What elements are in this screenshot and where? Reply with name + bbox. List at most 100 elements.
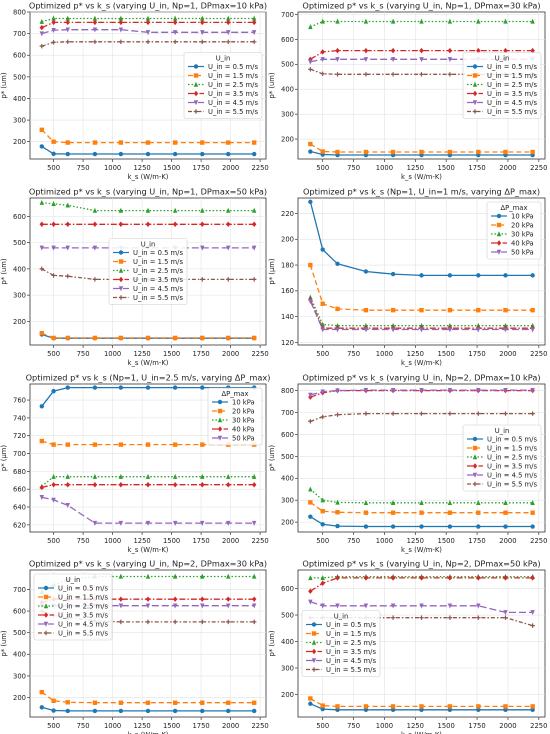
x-tick-label: 1000 — [104, 537, 121, 545]
data-point — [200, 482, 205, 488]
data-point — [92, 27, 98, 33]
data-point — [308, 500, 313, 505]
y-tick-label: 620 — [13, 521, 26, 529]
x-tick-label: 2250 — [251, 537, 268, 545]
data-point — [39, 689, 44, 695]
x-tick-label: 1500 — [163, 537, 180, 545]
legend-label: U_in = 4.5 m/s — [58, 620, 108, 628]
series-line — [310, 697, 533, 708]
data-point — [252, 39, 257, 45]
data-point — [118, 708, 124, 714]
data-point — [476, 327, 481, 333]
x-tick-label: 1000 — [104, 722, 121, 730]
data-point — [200, 151, 205, 157]
y-tick-label: 180 — [281, 261, 294, 269]
data-point — [476, 603, 481, 609]
data-point — [118, 442, 124, 447]
series-6 — [308, 411, 535, 424]
y-tick-label: 600 — [13, 52, 26, 60]
y-tick-label: 400 — [13, 95, 26, 103]
y-tick-label: 700 — [281, 409, 294, 417]
data-point — [252, 277, 257, 282]
y-tick-label: 160 — [281, 287, 294, 295]
data-point — [252, 619, 257, 625]
legend-marker — [118, 286, 124, 292]
data-point — [335, 603, 340, 609]
x-tick-label: 2000 — [499, 537, 516, 545]
data-point — [200, 385, 205, 390]
data-point — [390, 500, 396, 506]
series-line — [41, 145, 255, 155]
legend-marker — [496, 240, 502, 246]
y-tick-label: 400 — [281, 86, 294, 94]
series-5 — [308, 387, 535, 398]
series-6 — [39, 39, 257, 49]
data-point — [320, 575, 325, 581]
data-point — [65, 708, 70, 714]
series-5 — [39, 603, 257, 609]
data-point — [172, 482, 178, 488]
data-point — [476, 707, 481, 713]
legend-label: 50 kPa — [232, 434, 255, 442]
legend-marker — [472, 90, 478, 97]
data-point — [200, 207, 205, 213]
data-point — [252, 221, 257, 227]
x-axis-label: k_s (W/m-K) — [128, 173, 169, 181]
data-point — [65, 482, 70, 488]
data-point — [320, 580, 325, 586]
data-point — [65, 503, 70, 509]
data-point — [503, 47, 508, 54]
y-tick-label: 600 — [13, 213, 26, 221]
data-point — [226, 603, 231, 609]
series-line — [41, 202, 255, 212]
data-point — [320, 522, 325, 527]
data-point — [390, 510, 396, 515]
x-tick-label: 1250 — [407, 537, 424, 545]
data-point — [118, 27, 124, 33]
legend: U_inU_in = 0.5 m/sU_in = 1.5 m/sU_in = 2… — [33, 573, 113, 641]
data-point — [419, 47, 424, 54]
x-tick-label: 1250 — [407, 350, 424, 358]
data-point — [51, 442, 56, 447]
data-point — [65, 274, 70, 279]
data-point — [335, 510, 340, 515]
data-point — [390, 603, 396, 609]
data-point — [172, 603, 178, 609]
legend-label: U_in = 4.5 m/s — [487, 471, 537, 479]
legend-marker — [472, 109, 478, 114]
data-point — [419, 57, 424, 63]
data-point — [252, 596, 257, 602]
data-point — [200, 596, 205, 602]
y-tick-label: 740 — [13, 414, 26, 422]
chart-title: Optimized p* vs k_s (Np=1, U_in=2.5 m/s,… — [26, 373, 271, 383]
data-point — [252, 473, 257, 479]
data-point — [145, 603, 151, 609]
data-point — [390, 18, 396, 24]
data-point — [200, 245, 205, 251]
series-4 — [39, 221, 257, 227]
data-point — [530, 575, 535, 581]
legend-label: U_in = 4.5 m/s — [487, 99, 537, 107]
data-point — [92, 700, 98, 705]
series-2 — [308, 500, 535, 515]
data-point — [390, 47, 396, 54]
data-point — [252, 520, 257, 526]
data-point — [320, 18, 325, 24]
data-point — [363, 575, 369, 581]
data-point — [172, 708, 178, 714]
data-point — [252, 207, 257, 213]
data-point — [363, 707, 369, 713]
y-tick-label: 500 — [281, 453, 294, 461]
data-point — [145, 335, 151, 341]
legend-label: 40 kPa — [232, 425, 255, 433]
legend-label: U_in = 4.5 m/s — [208, 99, 258, 107]
x-tick-label: 750 — [347, 537, 360, 545]
data-point — [172, 619, 178, 625]
data-point — [363, 510, 369, 515]
legend-label: U_in = 5.5 m/s — [208, 108, 258, 116]
data-point — [65, 385, 70, 390]
legend-label: U_in = 0.5 m/s — [487, 435, 537, 443]
legend-label: U_in = 2.5 m/s — [58, 602, 108, 610]
data-point — [419, 500, 424, 506]
